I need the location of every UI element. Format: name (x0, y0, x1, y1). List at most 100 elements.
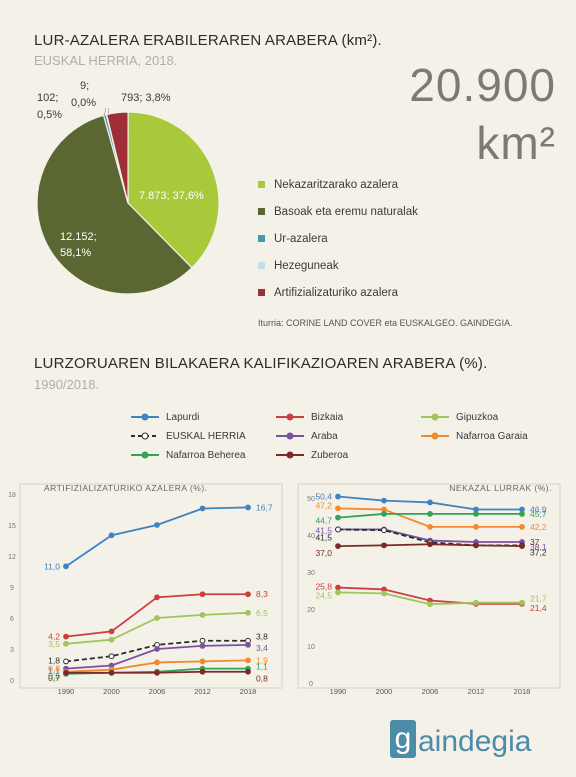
line-legend-marker (421, 432, 449, 440)
data-point-zuberoa (63, 669, 69, 676)
pie-label-basoak-value: 12.152; (60, 231, 97, 243)
y-tick-label: 3 (10, 647, 14, 654)
y-tick-label: 15 (8, 523, 16, 530)
pie-legend: Nekazaritzarako azalera Basoak eta eremu … (258, 171, 418, 306)
data-point-euskal-herria (381, 527, 387, 534)
line-legend-item-nafarroa-garaia: Nafarroa Garaia (420, 429, 528, 443)
data-point-bizkaia (199, 591, 206, 598)
data-point-lapurdi (335, 493, 341, 500)
start-label-nafarroa-garaia: 47,2 (315, 500, 332, 510)
data-point-zuberoa (427, 541, 433, 548)
pie-legend-swatch (258, 262, 265, 269)
line-legend-marker (131, 451, 159, 459)
logo-text: aindegia (418, 725, 532, 758)
line-chart-1-title: ARTIFIZIALIZATURIKO AZALERA (%). (44, 483, 208, 493)
data-point-zuberoa (154, 669, 160, 676)
start-label-zuberoa: 0,7 (48, 673, 60, 683)
start-label-bizkaia: 4,2 (48, 632, 60, 642)
start-label-lapurdi: 11,0 (44, 561, 60, 571)
data-point-gipuzkoa (473, 599, 479, 606)
line-legend-item-zuberoa: Zuberoa (275, 448, 348, 462)
data-point-euskal-herria (199, 637, 206, 644)
data-point-lapurdi (427, 499, 433, 506)
data-point-bizkaia (245, 591, 251, 598)
pie-legend-label: Basoak eta eremu naturalak (274, 205, 418, 218)
pie-slice-artifizializaturiko-azalera (105, 111, 129, 204)
line-legend-label: Nafarroa Beherea (166, 449, 246, 461)
line-chart-nekazal-lurrak: NEKAZAL LURRAK (%). 0 10 20 30 40 50 1990 2000 2… (297, 483, 561, 696)
data-point-nafarroa-garaia (199, 658, 206, 665)
data-point-nafarroa-beherea (381, 511, 387, 517)
start-label-nafarroa-beherea: 44,7 (315, 516, 332, 526)
section2-title: LURZORUAREN BILAKAERA KALIFIKAZIOAREN AR… (34, 355, 488, 372)
end-label-gipuzkoa: 6,5 (256, 608, 268, 618)
data-point-lapurdi (381, 497, 387, 504)
data-point-euskal-herria (335, 526, 341, 533)
source-note: Iturria: CORINE LAND COVER eta EUSKALGEO… (258, 318, 513, 328)
line-legend-marker (131, 432, 159, 440)
data-point-bizkaia (63, 633, 69, 640)
end-label-zuberoa: 0,8 (256, 674, 268, 684)
logo-g-letter: g (394, 722, 412, 755)
data-point-nafarroa-beherea (473, 511, 479, 517)
data-point-araba (245, 641, 251, 648)
start-label-araba: 41,5 (315, 525, 332, 535)
end-label-euskal-herria: 3,8 (256, 632, 268, 642)
pie-chart: 7.873; 37,6% 12.152; 58,1% 102; 0,5% 9; … (36, 80, 220, 295)
end-label-lapurdi: 16,7 (256, 502, 273, 512)
line-chart-2-title: NEKAZAL LURRAK (%). (449, 483, 552, 493)
data-point-lapurdi (154, 522, 160, 528)
start-label-bizkaia: 25,8 (315, 582, 332, 592)
y-tick-label: 50 (307, 496, 315, 503)
start-label-zuberoa: 37,0 (315, 548, 332, 558)
chart-frame (297, 483, 561, 689)
y-tick-label: 9 (10, 585, 14, 592)
x-tick-label: 1990 (330, 687, 347, 696)
page-title: LUR-AZALERA ERABILERAREN ARABERA (km²). (34, 32, 382, 49)
line-legend-item-lapurdi: Lapurdi (130, 410, 199, 424)
data-point-nafarroa-beherea (427, 511, 433, 517)
data-point-gipuzkoa (519, 599, 525, 606)
data-point-araba (154, 646, 160, 652)
end-label-nafarroa-garaia: 1,9 (256, 655, 268, 665)
line-legend-label: Araba (311, 430, 338, 442)
start-label-nafarroa-garaia: 0,8 (48, 664, 60, 674)
pie-legend-item-nekazaritzarako-azalera: Nekazaritzarako azalera (258, 171, 418, 198)
line-legend-label: Bizkaia (311, 411, 344, 423)
data-point-nafarroa-garaia (154, 659, 160, 666)
pie-label-basoak-percent: 58,1% (60, 247, 91, 259)
line-legend-item-euskal-herria: EUSKAL HERRIA (130, 429, 246, 443)
end-label-araba: 38,1 (530, 542, 547, 552)
pie-leader-hezeguneak (107, 107, 110, 115)
data-point-zuberoa (473, 542, 479, 549)
data-point-gipuzkoa (63, 640, 69, 647)
line-legend-item-nafarroa-beherea: Nafarroa Beherea (130, 448, 246, 462)
data-point-zuberoa (108, 669, 115, 676)
logo-g-box: g (390, 720, 416, 758)
y-tick-label: 10 (307, 644, 315, 651)
pie-legend-item-basoak-eta-eremu-naturalak: Basoak eta eremu naturalak (258, 198, 418, 225)
x-tick-label: 2006 (149, 687, 166, 696)
end-label-zuberoa: 37 (530, 537, 540, 547)
x-tick-label: 2006 (422, 687, 439, 696)
data-point-nafarroa-garaia (245, 657, 251, 664)
data-point-lapurdi (63, 563, 69, 570)
end-label-bizkaia: 21,4 (530, 603, 547, 613)
data-point-lapurdi (199, 505, 206, 512)
line-legend-label: Lapurdi (166, 411, 200, 423)
y-tick-label: 20 (307, 607, 315, 614)
start-label-euskal-herria: 41,5 (315, 532, 332, 542)
data-point-bizkaia (108, 628, 115, 635)
pie-legend-label: Artifizializaturiko azalera (274, 286, 398, 299)
data-point-bizkaia (154, 594, 160, 601)
end-label-euskal-herria: 37,2 (530, 547, 547, 557)
x-tick-label: 2018 (514, 687, 531, 696)
line-legend-label: Zuberoa (311, 449, 349, 461)
data-point-gipuzkoa (154, 615, 160, 621)
start-label-euskal-herria: 1,8 (48, 655, 60, 665)
end-label-gipuzkoa: 21,7 (530, 594, 547, 604)
data-point-nafarroa-garaia (427, 523, 433, 530)
data-point-gipuzkoa (108, 636, 115, 643)
line-legend-label: Gipuzkoa (456, 411, 499, 423)
line-legend-marker (421, 413, 449, 421)
